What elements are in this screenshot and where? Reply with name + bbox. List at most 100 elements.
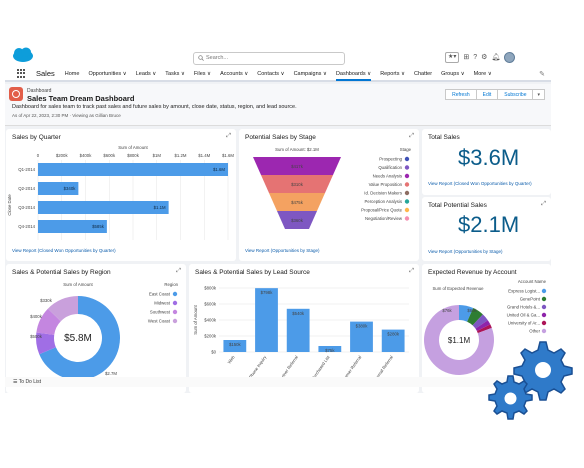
card-total-potential-sales: Total Potential Sales ⤢ $2.1M View Repor… (422, 197, 551, 261)
y-tick-label: Q1-2014 (18, 167, 35, 172)
nav-item-campaigns[interactable]: Campaigns ∨ (293, 70, 327, 77)
card-title: Total Potential Sales (428, 202, 487, 209)
expand-icon[interactable]: ⤢ (409, 133, 414, 139)
legend-swatch (541, 296, 547, 302)
legend-swatch (404, 207, 410, 213)
legend-swatch (404, 173, 410, 179)
card-potential-by-stage: Potential Sales by Stage ⤢ Sum of Amount… (239, 129, 419, 261)
nav-item-groups[interactable]: Groups ∨ (441, 70, 465, 77)
setup-gear-icon[interactable]: ⚙ (481, 54, 488, 61)
card-total-sales: Total Sales $3.6M View Report (Closed Wo… (422, 129, 551, 195)
x-tick-label: $1M (153, 153, 162, 158)
notifications-bell-icon[interactable]: 🔔︎ (491, 54, 501, 61)
app-nav-bar: Sales Home Opportunities ∨ Leads ∨ Tasks… (5, 67, 551, 82)
y-tick-label: $800k (204, 286, 217, 291)
bar-data-label: $585k (92, 224, 105, 229)
nav-item-home[interactable]: Home (64, 70, 80, 77)
chart-sales-by-quarter: Sum of Amount 0 $200k $400k $600k $800k $1M $1.… (7, 145, 234, 240)
legend-label: Express Logist... (508, 289, 540, 294)
slice-data-label: $330k (40, 298, 53, 303)
donut-slice (472, 314, 488, 329)
dashboard-icon (9, 87, 23, 101)
chart-sales-by-lead-source: Sum of Amount $0 $200k $400k $600k $800k $150k… (193, 286, 409, 386)
nav-item-opportunities[interactable]: Opportunities ∨ (88, 70, 127, 77)
expand-icon[interactable]: ⤢ (541, 201, 546, 207)
nav-item-chatter[interactable]: Chatter (414, 70, 433, 77)
legend-label: Prospecting (379, 157, 402, 162)
donut-slice (424, 305, 494, 375)
app-name: Sales (36, 69, 55, 78)
nav-item-files[interactable]: Files ∨ (193, 70, 212, 77)
chart-subtitle: Sum of Amount: $2.1M (275, 147, 319, 152)
refresh-button[interactable]: Refresh (445, 89, 477, 100)
help-icon[interactable]: ? (473, 54, 478, 61)
bar-data-label: $1.6M (213, 167, 225, 172)
as-of-timestamp: As of Apr 22, 2023, 2:30 PM · Viewing as… (12, 113, 121, 118)
edit-button[interactable]: Edit (476, 89, 499, 100)
view-report-link[interactable]: View Report (Opportunities by Stage) (428, 249, 503, 254)
chart-sales-by-region: Sum of Amount $5.8M $2.7M $330k $400k $500k Re… (30, 282, 179, 380)
legend-label: East Coast (149, 292, 171, 297)
legend-label: Perception Analysis (365, 199, 403, 204)
bar (255, 288, 278, 352)
x-tick-label: $800k (127, 153, 140, 158)
add-icon[interactable]: ⊞ (463, 54, 470, 61)
app-launcher-icon[interactable] (17, 68, 27, 79)
y-tick-label: $200k (204, 334, 217, 339)
y-tick-label: $600k (204, 302, 217, 307)
card-sales-by-region: Sales & Potential Sales by Region ⤢ Sum … (6, 264, 186, 393)
y-axis-title: Close Date (7, 194, 12, 216)
slice-data-label: $60k (467, 308, 477, 313)
chart-subtitle: Sum of Expected Revenue (432, 286, 484, 291)
legend-swatch (172, 291, 178, 297)
x-tick-label: Phone Inquiry (248, 354, 268, 379)
slice-data-label: $76k (442, 308, 452, 313)
legend-label: Grand Hotels &... (507, 305, 540, 310)
edit-nav-pencil-icon[interactable]: ✎ (539, 71, 545, 78)
view-report-link[interactable]: View Report (Closed Won Opportunities by… (428, 181, 532, 186)
legend-swatch (404, 165, 410, 170)
legend-swatch (404, 216, 410, 221)
legend-label: United Oil & Ga... (507, 313, 540, 318)
donut-slice (36, 332, 56, 355)
view-report-link[interactable]: View Report (Opportunities by Stage) (245, 248, 320, 253)
favorites-icon[interactable]: ★▾ (445, 52, 460, 63)
nav-item-reports[interactable]: Reports ∨ (380, 70, 406, 77)
nav-item-accounts[interactable]: Accounts ∨ (220, 70, 249, 77)
expand-icon[interactable]: ⤢ (176, 268, 181, 274)
more-actions-chevron-icon[interactable]: ▾ (533, 89, 545, 100)
dashboard-description: Dashboard for sales team to track past s… (12, 104, 297, 110)
donut-slice (36, 308, 61, 335)
dashboard-header: Dashboard Sales Team Dream Dashboard Das… (5, 84, 551, 126)
card-title: Total Sales (428, 134, 460, 141)
y-tick-label: $0 (211, 350, 216, 355)
user-avatar[interactable] (504, 52, 516, 63)
legend-title: Region (164, 282, 178, 287)
x-tick-label: $1.6M (222, 153, 234, 158)
bar-data-label: $798k (261, 290, 274, 295)
utility-bar-todo-list[interactable]: ☰ To Do List (5, 377, 551, 387)
legend-label: Needs Analysis (373, 174, 402, 179)
nav-item-tasks[interactable]: Tasks ∨ (165, 70, 185, 77)
donut-center-total: $1.1M (448, 336, 471, 345)
donut-center-total: $5.8M (64, 333, 92, 344)
view-report-link[interactable]: View Report (Closed Won Opportunities by… (12, 248, 116, 253)
bar-data-label: $340k (64, 186, 77, 191)
nav-item-dashboards[interactable]: Dashboards ∨ (335, 71, 372, 81)
x-tick-label: $600k (103, 153, 116, 158)
gears-decoration-icon (488, 341, 573, 420)
legend-label: Southwest (150, 310, 171, 315)
expand-icon[interactable]: ⤢ (409, 268, 414, 274)
nav-item-leads[interactable]: Leads ∨ (135, 70, 157, 77)
nav-item-contacts[interactable]: Contacts ∨ (257, 70, 285, 77)
bar-data-label: $380k (356, 324, 369, 329)
slice-data-label: $500k (30, 334, 43, 339)
donut-slice (467, 308, 483, 326)
subscribe-button[interactable]: Subscribe (498, 89, 534, 100)
nav-item-more[interactable]: More ∨ (473, 70, 492, 77)
x-tick-label: $200k (56, 153, 69, 158)
expand-icon[interactable]: ⤢ (226, 133, 231, 139)
funnel-data-label: $310k (291, 182, 304, 187)
global-search-input[interactable]: Search... (193, 52, 345, 65)
total-potential-value: $2.1M (458, 212, 520, 237)
